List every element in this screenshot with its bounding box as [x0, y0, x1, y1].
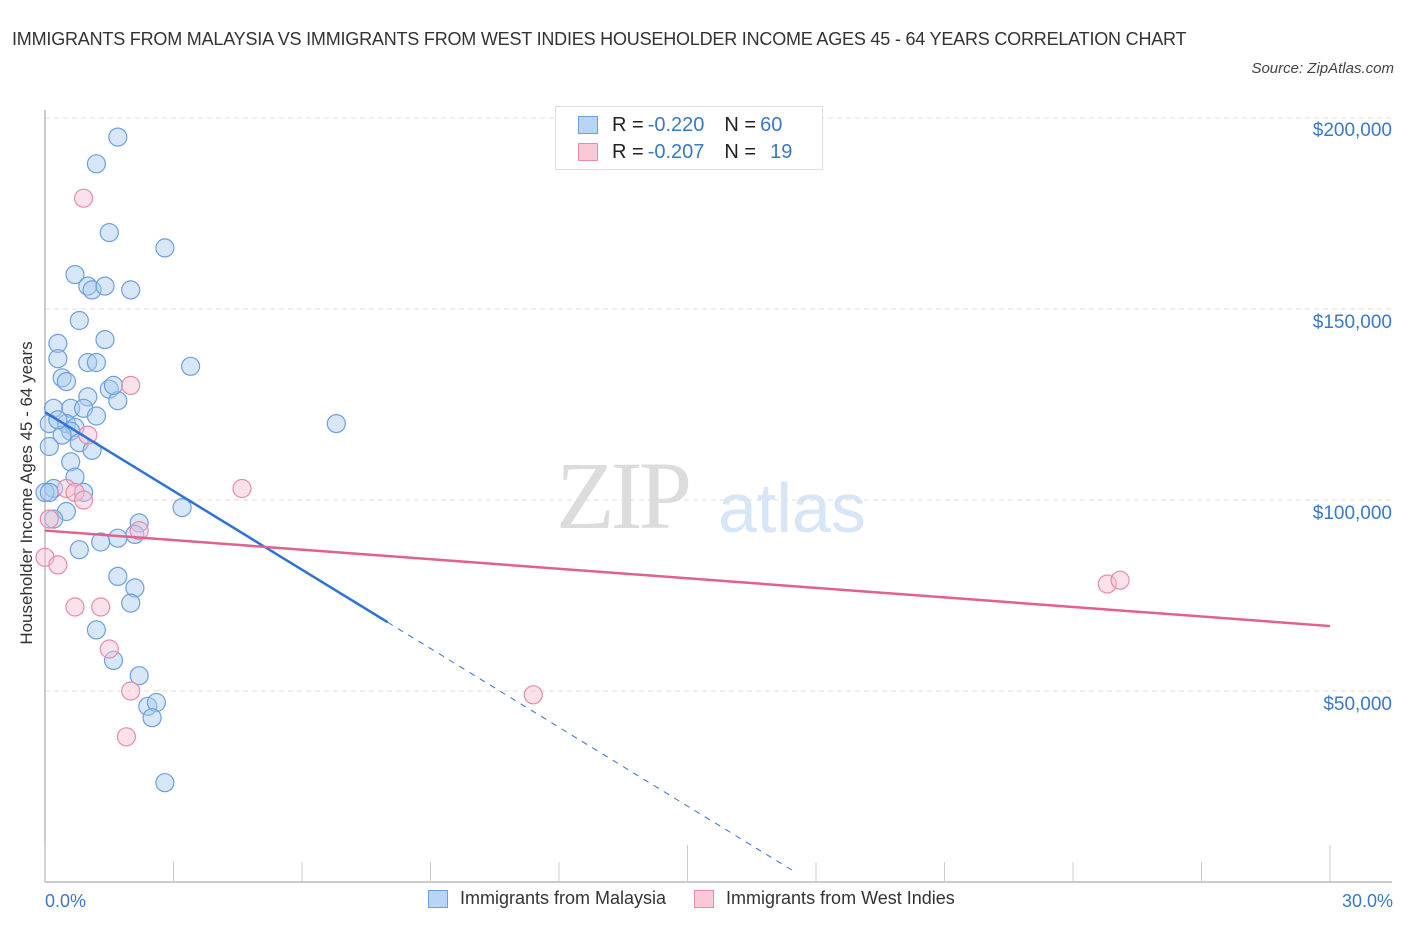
west-indies-point [65, 597, 85, 617]
west-indies-point [73, 188, 94, 208]
malaysia-trend-line [44, 411, 389, 624]
malaysia-point [129, 666, 149, 686]
scatter-points [35, 127, 1130, 793]
malaysia-point [95, 330, 115, 350]
west-indies-point [78, 425, 98, 445]
malaysia-point [142, 708, 162, 728]
malaysia-swatch-icon [578, 116, 598, 134]
malaysia-point [78, 387, 98, 407]
west-indies-point [1110, 570, 1130, 590]
west-indies-point [99, 639, 119, 659]
x-tick-max: 30.0% [1341, 891, 1393, 911]
malaysia-trend-extension [387, 621, 795, 873]
axes [44, 110, 1392, 883]
malaysia-point [121, 280, 141, 300]
malaysia-point [65, 265, 85, 285]
west-indies-point [48, 555, 68, 575]
x-ticks [44, 845, 1331, 882]
legend-item-malaysia[interactable]: Immigrants from Malaysia [428, 888, 666, 909]
legend-label-malaysia: Immigrants from Malaysia [460, 888, 667, 908]
n-label: N = [724, 140, 757, 163]
malaysia-point [39, 482, 59, 502]
x-tick-min: 0.0% [45, 891, 87, 911]
n-value-malaysia: 60 [760, 113, 783, 136]
west-indies-point [39, 509, 59, 529]
west-indies-point [232, 478, 252, 499]
malaysia-point [172, 498, 192, 518]
malaysia-point [69, 310, 89, 331]
west-indies-point [523, 685, 543, 705]
malaysia-point [86, 620, 107, 640]
malaysia-point [99, 223, 119, 243]
correlation-legend: R = -0.220 N = 60 R = -0.207 N = 19 [555, 106, 823, 170]
watermark-atlas: atlas [718, 469, 866, 547]
y-tick-200000: $200,000 [1312, 120, 1392, 141]
malaysia-point [108, 528, 128, 548]
legend-item-west-indies[interactable]: Immigrants from West Indies [694, 888, 955, 909]
watermark-zip: ZIP [556, 442, 692, 549]
malaysia-point [108, 391, 128, 411]
west-indies-swatch-icon [694, 889, 715, 908]
chart-title: IMMIGRANTS FROM MALAYSIA VS IMMIGRANTS F… [12, 29, 1187, 49]
malaysia-point [48, 333, 68, 353]
west-indies-trend-line [44, 529, 1331, 628]
malaysia-point [108, 566, 128, 587]
r-label: R = [612, 140, 644, 163]
west-indies-point [121, 681, 141, 701]
n-label: N = [724, 113, 757, 136]
malaysia-point [103, 375, 124, 395]
malaysia-point [146, 692, 166, 713]
source-label: Source: ZipAtlas.com [1251, 60, 1394, 77]
malaysia-point [181, 356, 201, 376]
malaysia-point [103, 650, 124, 671]
r-value-west-indies: -0.207 [647, 140, 705, 163]
malaysia-point [39, 436, 59, 457]
malaysia-point [326, 414, 346, 434]
y-tick-150000: $150,000 [1312, 312, 1392, 333]
west-indies-point [116, 727, 137, 747]
malaysia-point [155, 238, 175, 258]
series-legend: Immigrants from Malaysia Immigrants from… [428, 888, 983, 909]
malaysia-point [91, 532, 111, 552]
malaysia-point [35, 482, 55, 502]
n-value-west-indies: 19 [770, 140, 793, 163]
west-indies-point [129, 520, 149, 541]
malaysia-point [48, 349, 68, 369]
malaysia-point [86, 352, 107, 373]
malaysia-swatch-icon [428, 889, 448, 908]
y-axis-label: Householder Income Ages 45 - 64 years [17, 341, 36, 645]
legend-label-west-indies: Immigrants from West Indies [726, 888, 955, 908]
west-indies-swatch-icon [578, 143, 598, 161]
r-label: R = [612, 113, 644, 136]
malaysia-point [43, 509, 64, 529]
malaysia-point [108, 127, 128, 147]
west-indies-point [121, 375, 141, 395]
r-value-malaysia: -0.220 [647, 113, 705, 136]
malaysia-point [86, 406, 107, 426]
malaysia-point [69, 540, 89, 560]
malaysia-point [52, 425, 72, 445]
y-tick-100000: $100,000 [1312, 503, 1392, 524]
malaysia-point [125, 578, 145, 598]
legend-row-west-indies: R = -0.207 N = 19 [578, 139, 792, 165]
y-tick-50000: $50,000 [1323, 694, 1392, 715]
malaysia-point [155, 773, 175, 793]
west-indies-point [91, 597, 111, 617]
malaysia-point [56, 372, 77, 392]
malaysia-point [121, 593, 141, 613]
malaysia-point [129, 513, 149, 533]
malaysia-point [61, 452, 81, 472]
legend-row-malaysia: R = -0.220 N = 60 [578, 112, 782, 138]
west-indies-point [73, 490, 94, 510]
malaysia-point [86, 154, 107, 174]
gridlines [45, 117, 1392, 692]
trend-lines [44, 411, 1331, 873]
west-indies-point [1097, 574, 1117, 594]
malaysia-point [95, 276, 115, 296]
